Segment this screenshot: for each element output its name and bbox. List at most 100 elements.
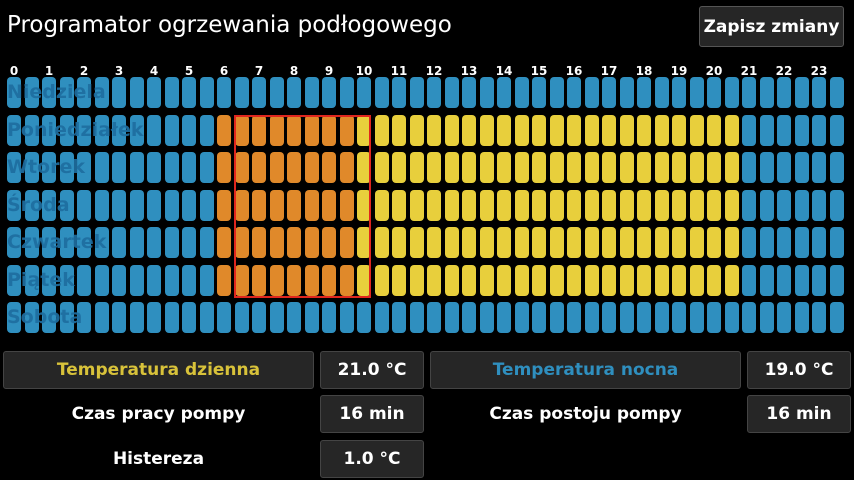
schedule-cell[interactable] — [42, 152, 56, 183]
schedule-cell[interactable] — [339, 152, 354, 183]
schedule-cell[interactable] — [357, 227, 371, 258]
schedule-cell[interactable] — [584, 152, 599, 183]
schedule-cell[interactable] — [129, 152, 144, 183]
schedule-cell[interactable] — [724, 152, 739, 183]
schedule-cell[interactable] — [409, 302, 424, 333]
schedule-cell[interactable] — [147, 189, 161, 221]
schedule-cell[interactable] — [619, 152, 634, 183]
schedule-cell[interactable] — [654, 227, 669, 258]
schedule-cell[interactable] — [812, 264, 826, 296]
schedule-cell[interactable] — [59, 77, 74, 108]
schedule-cell[interactable] — [742, 152, 756, 183]
schedule-cell[interactable] — [339, 302, 354, 333]
schedule-cell[interactable] — [619, 189, 634, 221]
schedule-cell[interactable] — [374, 302, 389, 333]
schedule-cell[interactable] — [147, 227, 161, 258]
schedule-cell[interactable] — [374, 264, 389, 296]
schedule-cell[interactable] — [479, 152, 494, 183]
schedule-cell[interactable] — [707, 114, 721, 146]
schedule-cell[interactable] — [252, 227, 266, 258]
schedule-cell[interactable] — [637, 77, 651, 108]
schedule-cell[interactable] — [199, 152, 214, 183]
schedule-cell[interactable] — [182, 227, 196, 258]
schedule-cell[interactable] — [532, 189, 546, 221]
schedule-cell[interactable] — [584, 264, 599, 296]
schedule-cell[interactable] — [217, 302, 231, 333]
schedule-cell[interactable] — [829, 302, 844, 333]
schedule-cell[interactable] — [59, 264, 74, 296]
schedule-cell[interactable] — [112, 227, 126, 258]
schedule-cell[interactable] — [689, 302, 704, 333]
schedule-cell[interactable] — [724, 189, 739, 221]
schedule-cell[interactable] — [567, 227, 581, 258]
schedule-cell[interactable] — [94, 114, 109, 146]
schedule-cell[interactable] — [794, 227, 809, 258]
schedule-cell[interactable] — [322, 227, 336, 258]
schedule-cell[interactable] — [112, 152, 126, 183]
schedule-cell[interactable] — [77, 77, 91, 108]
schedule-cell[interactable] — [602, 77, 616, 108]
schedule-cell[interactable] — [24, 227, 39, 258]
schedule-cell[interactable] — [77, 302, 91, 333]
schedule-cell[interactable] — [549, 114, 564, 146]
schedule-cell[interactable] — [234, 77, 249, 108]
schedule-cell[interactable] — [7, 264, 21, 296]
schedule-cell[interactable] — [794, 152, 809, 183]
schedule-cell[interactable] — [602, 152, 616, 183]
schedule-cell[interactable] — [129, 264, 144, 296]
schedule-cell[interactable] — [672, 114, 686, 146]
schedule-cell[interactable] — [322, 152, 336, 183]
schedule-cell[interactable] — [724, 114, 739, 146]
schedule-cell[interactable] — [164, 302, 179, 333]
schedule-cell[interactable] — [514, 152, 529, 183]
schedule-cell[interactable] — [42, 302, 56, 333]
schedule-cell[interactable] — [777, 189, 791, 221]
schedule-cell[interactable] — [392, 264, 406, 296]
schedule-cell[interactable] — [427, 114, 441, 146]
schedule-cell[interactable] — [94, 189, 109, 221]
schedule-cell[interactable] — [672, 77, 686, 108]
schedule-cell[interactable] — [7, 189, 21, 221]
schedule-cell[interactable] — [549, 152, 564, 183]
schedule-cell[interactable] — [147, 77, 161, 108]
schedule-cell[interactable] — [829, 77, 844, 108]
schedule-cell[interactable] — [287, 152, 301, 183]
pump-pause-time-value-button[interactable]: 16 min — [747, 395, 851, 433]
schedule-cell[interactable] — [7, 227, 21, 258]
schedule-cell[interactable] — [129, 227, 144, 258]
schedule-cell[interactable] — [829, 114, 844, 146]
schedule-cell[interactable] — [112, 189, 126, 221]
schedule-cell[interactable] — [584, 114, 599, 146]
schedule-cell[interactable] — [672, 152, 686, 183]
schedule-cell[interactable] — [549, 227, 564, 258]
schedule-cell[interactable] — [654, 189, 669, 221]
schedule-cell[interactable] — [759, 227, 774, 258]
schedule-cell[interactable] — [637, 264, 651, 296]
schedule-cell[interactable] — [234, 227, 249, 258]
schedule-cell[interactable] — [234, 264, 249, 296]
schedule-cell[interactable] — [339, 227, 354, 258]
schedule-cell[interactable] — [409, 114, 424, 146]
schedule-cell[interactable] — [392, 227, 406, 258]
schedule-cell[interactable] — [59, 114, 74, 146]
schedule-cell[interactable] — [199, 189, 214, 221]
schedule-cell[interactable] — [619, 302, 634, 333]
schedule-cell[interactable] — [409, 152, 424, 183]
schedule-cell[interactable] — [689, 227, 704, 258]
schedule-cell[interactable] — [637, 189, 651, 221]
schedule-cell[interactable] — [129, 302, 144, 333]
schedule-cell[interactable] — [672, 189, 686, 221]
schedule-cell[interactable] — [24, 152, 39, 183]
schedule-cell[interactable] — [707, 152, 721, 183]
schedule-cell[interactable] — [829, 227, 844, 258]
schedule-cell[interactable] — [567, 152, 581, 183]
schedule-cell[interactable] — [129, 77, 144, 108]
schedule-cell[interactable] — [269, 114, 284, 146]
schedule-cell[interactable] — [514, 264, 529, 296]
schedule-cell[interactable] — [479, 302, 494, 333]
schedule-cell[interactable] — [514, 189, 529, 221]
schedule-cell[interactable] — [182, 264, 196, 296]
schedule-cell[interactable] — [759, 302, 774, 333]
schedule-cell[interactable] — [602, 189, 616, 221]
schedule-cell[interactable] — [427, 264, 441, 296]
